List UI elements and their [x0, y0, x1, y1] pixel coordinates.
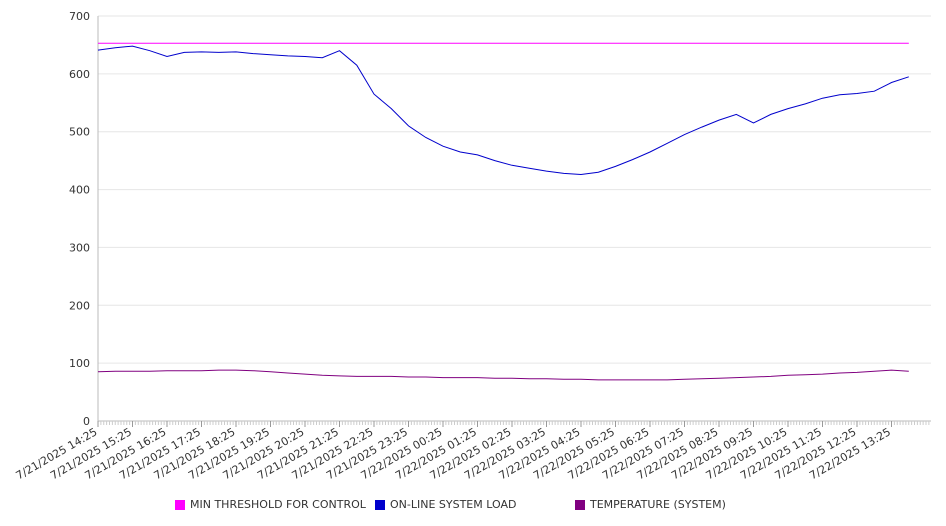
series-line-system-load — [97, 45, 909, 176]
legend-item-min-threshold[interactable]: MIN THRESHOLD FOR CONTROL — [175, 498, 366, 511]
y-tick-label: 200 — [69, 299, 90, 312]
legend-swatch-system-load — [375, 499, 385, 510]
axes — [97, 16, 931, 427]
legend-label-min-threshold: MIN THRESHOLD FOR CONTROL — [190, 498, 366, 511]
y-tick-label: 400 — [69, 184, 90, 197]
legend-label-system-load: ON-LINE SYSTEM LOAD — [390, 498, 517, 511]
legend-swatch-min-threshold — [175, 499, 185, 510]
y-tick-label: 500 — [69, 126, 90, 139]
y-tick-label: 600 — [69, 68, 90, 81]
gridlines — [98, 15, 931, 422]
legend-item-temperature[interactable]: TEMPERATURE (SYSTEM) — [575, 498, 726, 511]
y-tick-label: 100 — [69, 357, 90, 370]
legend: MIN THRESHOLD FOR CONTROL ON-LINE SYSTEM… — [0, 498, 946, 514]
legend-label-temperature: TEMPERATURE (SYSTEM) — [590, 498, 726, 511]
y-tick-labels: 0 100 200 300 400 500 600 700 — [69, 10, 90, 428]
series-line-temperature — [97, 369, 909, 381]
y-tick-label: 0 — [83, 415, 90, 428]
x-tick-labels: 7/21/2025 14:257/21/2025 15:257/21/2025 … — [14, 425, 893, 482]
series-lines — [97, 42, 909, 381]
legend-swatch-temperature — [575, 499, 585, 510]
y-tick-label: 700 — [69, 10, 90, 23]
y-tick-label: 300 — [69, 241, 90, 254]
legend-item-system-load[interactable]: ON-LINE SYSTEM LOAD — [375, 498, 516, 511]
